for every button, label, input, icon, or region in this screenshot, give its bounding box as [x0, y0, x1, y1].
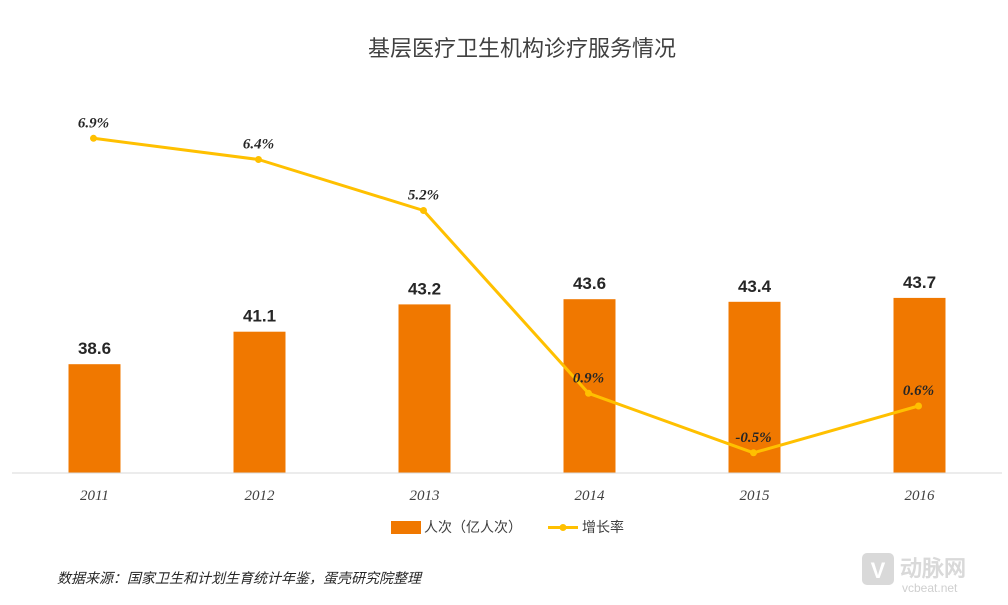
- growth-line: [93, 136, 919, 455]
- bar: [893, 297, 946, 473]
- x-tick-label: 2016: [905, 488, 936, 504]
- bar: [563, 299, 616, 473]
- bar-data-label: 43.4: [738, 277, 772, 296]
- watermark-logo-mark: [862, 553, 894, 585]
- x-axis-ticks: 2011 2012 2013 2014 2015 2016: [80, 488, 935, 504]
- legend-swatch-bar: [391, 521, 421, 534]
- line-data-label: 0.9%: [573, 370, 604, 386]
- bar-series: 38.6 41.1 43.2 43.6 43.4 43.7: [68, 273, 946, 473]
- x-tick-label: 2013: [410, 488, 440, 504]
- x-tick-label: 2011: [80, 488, 109, 504]
- line-point: [585, 389, 592, 397]
- source-note: 数据来源：国家卫生和计划生育统计年鉴，蛋壳研究院整理: [57, 571, 423, 587]
- line-point: [255, 156, 262, 163]
- line-point: [750, 449, 757, 457]
- chart-title: 基层医疗卫生机构诊疗服务情况: [368, 37, 676, 62]
- line-data-label: 5.2%: [408, 188, 439, 204]
- x-tick-label: 2015: [740, 488, 771, 504]
- legend: 人次（亿人次） 增长率: [391, 519, 624, 536]
- bar-data-label: 41.1: [243, 307, 276, 326]
- growth-line-series: 6.9% 6.4% 5.2% 0.9% -0.5% 0.6%: [78, 115, 934, 457]
- line-point: [90, 134, 97, 142]
- legend-swatch-marker: [559, 524, 567, 531]
- line-data-label: 6.9%: [78, 115, 109, 131]
- legend-label-bar: 人次（亿人次）: [424, 520, 522, 536]
- bar-data-label: 38.6: [78, 339, 111, 358]
- line-data-label: 0.6%: [903, 383, 934, 399]
- bar: [398, 304, 451, 473]
- line-point: [915, 402, 922, 410]
- line-data-label: -0.5%: [735, 430, 771, 446]
- legend-label-line: 增长率: [582, 519, 624, 536]
- x-tick-label: 2014: [575, 488, 606, 504]
- watermark-logo: V 动脉网 vcbeat.net: [862, 553, 966, 595]
- bar: [68, 364, 121, 473]
- x-tick-label: 2012: [245, 488, 276, 504]
- watermark-logo-letter: V: [871, 558, 886, 583]
- watermark-brand: 动脉网: [900, 557, 966, 582]
- line-data-label: 6.4%: [243, 137, 274, 153]
- line-point: [420, 207, 427, 214]
- bar: [233, 331, 286, 473]
- bar-data-label: 43.2: [408, 279, 441, 298]
- watermark-url: vcbeat.net: [902, 581, 958, 595]
- bar-data-label: 43.6: [573, 274, 606, 293]
- bar: [728, 301, 781, 473]
- bar-data-label: 43.7: [903, 273, 936, 292]
